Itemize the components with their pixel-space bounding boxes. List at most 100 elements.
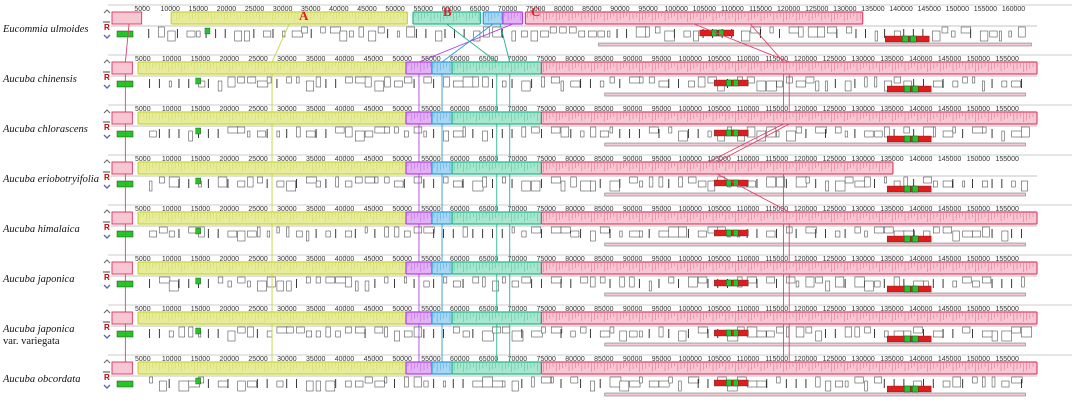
gene-cds bbox=[550, 76, 560, 84]
inverted-repeat-bar bbox=[604, 192, 1026, 197]
chevron-up-icon bbox=[103, 259, 111, 264]
gene-cds bbox=[349, 30, 354, 38]
gene-cds bbox=[805, 276, 815, 288]
gene-cds bbox=[301, 26, 308, 34]
gene-cds bbox=[188, 130, 193, 142]
gene-cds bbox=[286, 180, 297, 192]
lcb-block bbox=[405, 61, 433, 75]
gene-cds bbox=[989, 30, 998, 38]
lcb-connector bbox=[693, 23, 790, 63]
ruler-tick-label: 10000 bbox=[162, 256, 182, 263]
gene-cds bbox=[609, 376, 622, 388]
ruler-tick-label: 55000 bbox=[413, 6, 433, 13]
gene-cds bbox=[482, 76, 489, 88]
lcb-connector bbox=[418, 23, 513, 63]
gene-cds bbox=[580, 276, 589, 284]
lcb-block bbox=[405, 311, 433, 325]
gene-cds bbox=[227, 280, 232, 288]
ruler-tick-label: 25000 bbox=[248, 106, 268, 113]
gene-cds bbox=[266, 330, 273, 338]
reference-marker: R bbox=[104, 73, 110, 82]
gene-rrna bbox=[911, 335, 919, 343]
gene-cds bbox=[404, 130, 409, 138]
lcb-block bbox=[111, 111, 133, 125]
ruler-tick-label: 25000 bbox=[248, 256, 268, 263]
gene-cds bbox=[237, 76, 245, 84]
gene-cds bbox=[798, 26, 804, 38]
gene-cds bbox=[244, 30, 250, 42]
ruler-tick-label: 115000 bbox=[765, 356, 788, 363]
ruler-tick-label: 15000 bbox=[191, 306, 211, 313]
ruler-tick-label: 100000 bbox=[679, 156, 702, 163]
gene-cds bbox=[364, 226, 368, 234]
gene-cds bbox=[668, 276, 675, 284]
gene-cds bbox=[394, 80, 403, 88]
ruler-tick-label: 135000 bbox=[880, 256, 903, 263]
ruler-tick-label: 135000 bbox=[880, 356, 903, 363]
gene-cds bbox=[903, 126, 910, 134]
lcb-connector bbox=[716, 173, 790, 213]
ruler-tick-label: 75000 bbox=[536, 156, 556, 163]
gene-cds bbox=[805, 226, 817, 234]
ruler-tick-label: 120000 bbox=[794, 356, 817, 363]
ruler-tick-label: 145000 bbox=[938, 206, 961, 213]
ruler-tick-label: 45000 bbox=[364, 256, 384, 263]
ruler-tick-label: 65000 bbox=[470, 6, 490, 13]
ruler-tick-label: 150000 bbox=[967, 206, 990, 213]
lcb-block bbox=[170, 11, 408, 25]
gene-cds bbox=[609, 180, 620, 192]
chevron-down-icon bbox=[103, 134, 111, 139]
ruler-tick-label: 90000 bbox=[610, 6, 630, 13]
ruler-tick-label: 40000 bbox=[335, 206, 355, 213]
lcb-block bbox=[431, 211, 453, 225]
chevron-up-icon bbox=[103, 9, 111, 14]
ruler-tick-label: 120000 bbox=[777, 6, 800, 13]
gene-cds bbox=[306, 330, 312, 338]
ruler-tick-label: 105000 bbox=[693, 6, 716, 13]
gene-cds bbox=[482, 26, 490, 38]
genome-track: 5000 10000 15000 20000 25000 30000 35000 40000 4… bbox=[103, 54, 1072, 97]
lcb-block bbox=[540, 161, 894, 175]
genome-track: 5000 10000 15000 20000 25000 30000 35000 40000 4… bbox=[103, 254, 1072, 297]
lcb-block bbox=[451, 261, 543, 275]
gene-cds bbox=[599, 80, 605, 88]
gene-cds bbox=[962, 326, 971, 334]
ruler-tick-label: 155000 bbox=[996, 306, 1019, 313]
gene-cds bbox=[374, 126, 386, 134]
chevron-up-icon bbox=[103, 359, 111, 364]
gene-cds bbox=[864, 380, 868, 392]
gene-cds bbox=[795, 126, 802, 134]
ruler-tick-label: 15000 bbox=[191, 356, 211, 363]
gene-cds bbox=[668, 226, 680, 238]
gene-cds bbox=[635, 26, 648, 38]
ruler-tick-label: 105000 bbox=[707, 156, 730, 163]
gene-cds bbox=[296, 76, 300, 84]
gene-cds bbox=[306, 80, 314, 92]
gene-rrna bbox=[903, 285, 911, 293]
gene-cds bbox=[795, 326, 805, 338]
ruler-tick-label: 155000 bbox=[996, 106, 1019, 113]
gene-cds bbox=[335, 126, 345, 134]
genome-label: Aucuba chinensis bbox=[2, 74, 77, 85]
gene-cds bbox=[982, 180, 988, 188]
gene-cds bbox=[933, 226, 940, 234]
gene-cds bbox=[693, 30, 699, 42]
lcb-block bbox=[111, 211, 133, 225]
gene-cds bbox=[237, 380, 246, 392]
ruler-tick-label: 150000 bbox=[967, 106, 990, 113]
gene-cds bbox=[296, 230, 303, 238]
gene-cds bbox=[590, 276, 596, 288]
gene-cds bbox=[639, 76, 644, 84]
ruler-tick-label: 155000 bbox=[996, 256, 1019, 263]
gene-rrna bbox=[911, 185, 919, 193]
gene-cds bbox=[330, 26, 341, 34]
gene-cds bbox=[257, 226, 261, 238]
gene-cds bbox=[306, 380, 314, 392]
lcb-block bbox=[502, 11, 524, 25]
gene-cds bbox=[286, 76, 292, 84]
gene-cds bbox=[227, 230, 238, 238]
ruler-tick-label: 75000 bbox=[536, 56, 556, 63]
gene-cds bbox=[325, 230, 331, 238]
lcb-block bbox=[405, 361, 433, 375]
gene-cds bbox=[531, 126, 540, 134]
